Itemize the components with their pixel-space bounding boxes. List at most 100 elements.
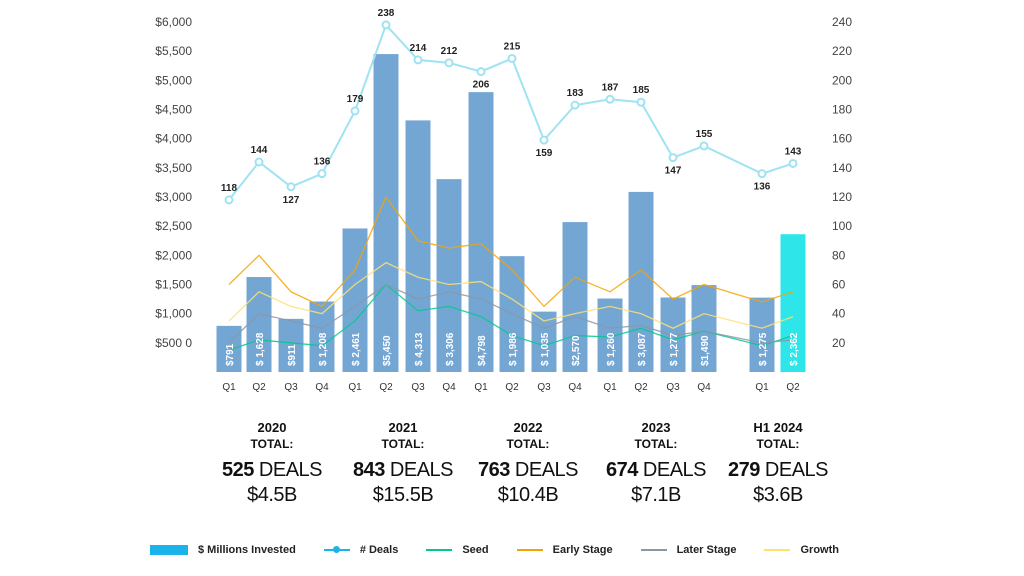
y-tick-label-left: $4,500 (155, 103, 192, 117)
deal-count-label: 187 (602, 82, 619, 93)
summary-amount: $4.5B (247, 484, 297, 506)
deals-point (699, 141, 709, 151)
deal-count-label: 143 (785, 146, 802, 157)
deals-point (444, 58, 454, 68)
bar (246, 277, 272, 372)
bar (691, 285, 717, 372)
bar-value-label: $ 2,461 (351, 332, 362, 366)
line-swatch-icon (764, 549, 791, 551)
bar (562, 222, 588, 372)
deal-count-label: 136 (754, 182, 771, 193)
bar-value-label: $ 1,260 (606, 332, 617, 366)
x-tick-label: Q1 (474, 382, 488, 393)
summary-total-label: TOTAL: (381, 437, 425, 451)
deal-count-label: 144 (251, 145, 268, 156)
series-line-deals (228, 23, 794, 201)
deal-count-label: 155 (696, 129, 713, 140)
deals-point (413, 55, 423, 65)
y-tick-label-left: $500 0 (155, 336, 192, 350)
summary-deals: 763 DEALS (477, 459, 579, 481)
deal-count-label: 179 (347, 94, 364, 105)
summary-2023: 2023 TOTAL: 674 DEALS $7.1B (586, 420, 726, 508)
legend-item-early-stage: Early Stage (516, 544, 613, 556)
deals-point (286, 182, 296, 192)
legend-label: Early Stage (552, 544, 613, 556)
summary-year: H1 2024 (753, 420, 803, 435)
x-tick-label: Q2 (252, 382, 266, 393)
deal-count-label: 185 (633, 85, 650, 96)
y-tick-label-right: 140 (832, 161, 852, 175)
bar (405, 120, 431, 373)
x-tick-label: Q1 (603, 382, 617, 393)
bar (749, 297, 775, 372)
series-line-later-stage (228, 283, 794, 344)
summary-deals: 279 DEALS (727, 459, 829, 481)
deal-count-label: 118 (221, 183, 238, 194)
x-tick-label: Q4 (697, 382, 711, 393)
deals-point (254, 157, 264, 167)
bar-value-label: $ 2,362 (789, 332, 800, 366)
summary-2022: 2022 TOTAL: 763 DEALS $10.4B (458, 420, 598, 508)
x-tick-label: Q4 (315, 382, 329, 393)
deal-count-label: 127 (283, 195, 300, 206)
summary-year: 2023 (641, 420, 671, 435)
line-swatch-icon (516, 549, 543, 551)
bar-value-label: $ 3,087 (637, 332, 648, 366)
legend-label: Seed (462, 544, 489, 556)
y-tick-label-left: $1,500 (155, 278, 192, 292)
summary-2020: 2020 TOTAL: 525 DEALS $4.5B (202, 420, 342, 508)
y-tick-label-right: 80 (832, 248, 846, 262)
bar (278, 318, 304, 372)
x-tick-label: Q3 (411, 382, 425, 393)
bar (216, 325, 242, 372)
bar-swatch-icon (150, 545, 188, 555)
summary-total-label: TOTAL: (634, 437, 678, 451)
summary-total-label: TOTAL: (250, 437, 294, 451)
bar (628, 191, 654, 372)
y-tick-label-left: $3,000 (155, 190, 192, 204)
summary-deals: 525 DEALS (221, 459, 323, 481)
bar-value-label: $791 (225, 343, 236, 366)
x-tick-label: Q1 (755, 382, 769, 393)
summary-year: 2021 (388, 420, 418, 435)
deal-count-label: 215 (504, 41, 521, 52)
legend-label: Growth (800, 544, 839, 556)
y-tick-label-left: $6,000 (155, 15, 192, 29)
chart: $500 0 $1,000 $1,500 $2,000 $2,500 $3,000 $3,5… (155, 8, 852, 393)
summary-amount: $10.4B (497, 484, 559, 506)
summary-deals: 843 DEALS (352, 459, 454, 481)
x-tick-label: Q2 (786, 382, 800, 393)
y-tick-label-right: 100 (832, 219, 852, 233)
y-tick-label-right: 160 (832, 132, 852, 146)
x-tick-label: Q3 (537, 382, 551, 393)
series-line-early-stage (228, 195, 794, 308)
deals-point (350, 106, 360, 116)
deals-point (757, 169, 767, 179)
series-line-growth (228, 261, 794, 329)
deals-point (539, 135, 549, 145)
series-line-seed (228, 283, 794, 351)
summary-total-label: TOTAL: (756, 437, 800, 451)
y-tick-label-right: 200 (832, 73, 852, 87)
deal-count-label: 212 (441, 46, 458, 57)
x-tick-label: Q4 (568, 382, 582, 393)
x-tick-label: Q2 (379, 382, 393, 393)
summary-year: 2022 (513, 420, 543, 435)
y-tick-label-right: 20 (832, 336, 846, 350)
y-tick-label-left: $2,000 (155, 248, 192, 262)
bar-value-label: $5,450 (382, 335, 393, 366)
deals-point (570, 100, 580, 110)
x-tick-label: Q1 (222, 382, 236, 393)
bar (373, 54, 399, 372)
y-tick-label-left: $5,500 (155, 44, 192, 58)
deals-point (668, 153, 678, 163)
y-tick-label-left: $2,500 (155, 219, 192, 233)
y-tick-label-left: $1,000 (155, 307, 192, 321)
x-tick-label: Q3 (666, 382, 680, 393)
y-tick-label-right: 40 (832, 307, 846, 321)
line-swatch-icon (426, 549, 453, 551)
bar-value-label: $ 1,275 (758, 332, 769, 366)
deal-count-label: 159 (536, 148, 553, 159)
deals-point (476, 67, 486, 77)
summary-amount: $7.1B (631, 484, 681, 506)
